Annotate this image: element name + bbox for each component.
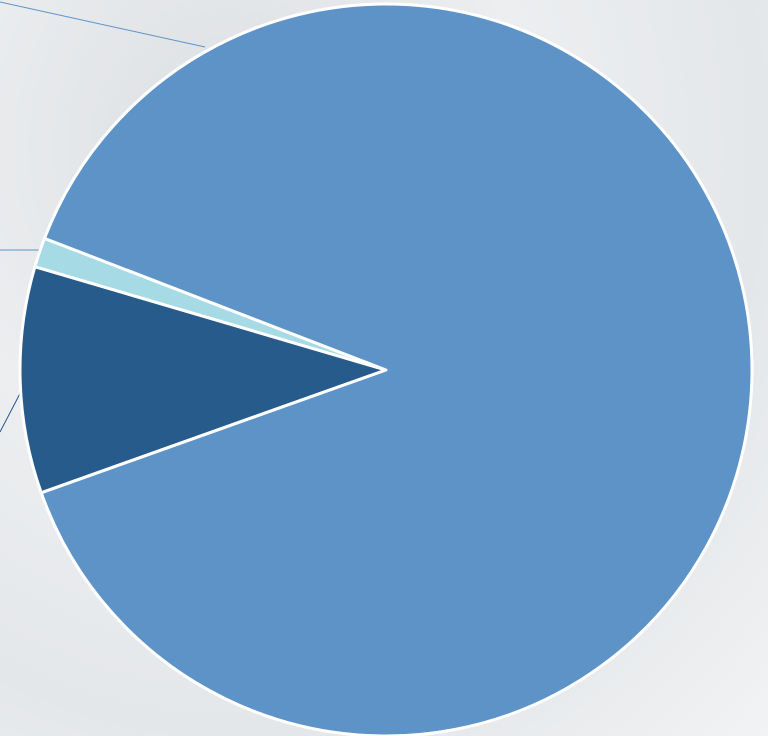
page: (() => { const data = JSON.parse(documen… <box>0 0 768 736</box>
chart <box>0 0 768 736</box>
leader-line <box>0 2 205 47</box>
